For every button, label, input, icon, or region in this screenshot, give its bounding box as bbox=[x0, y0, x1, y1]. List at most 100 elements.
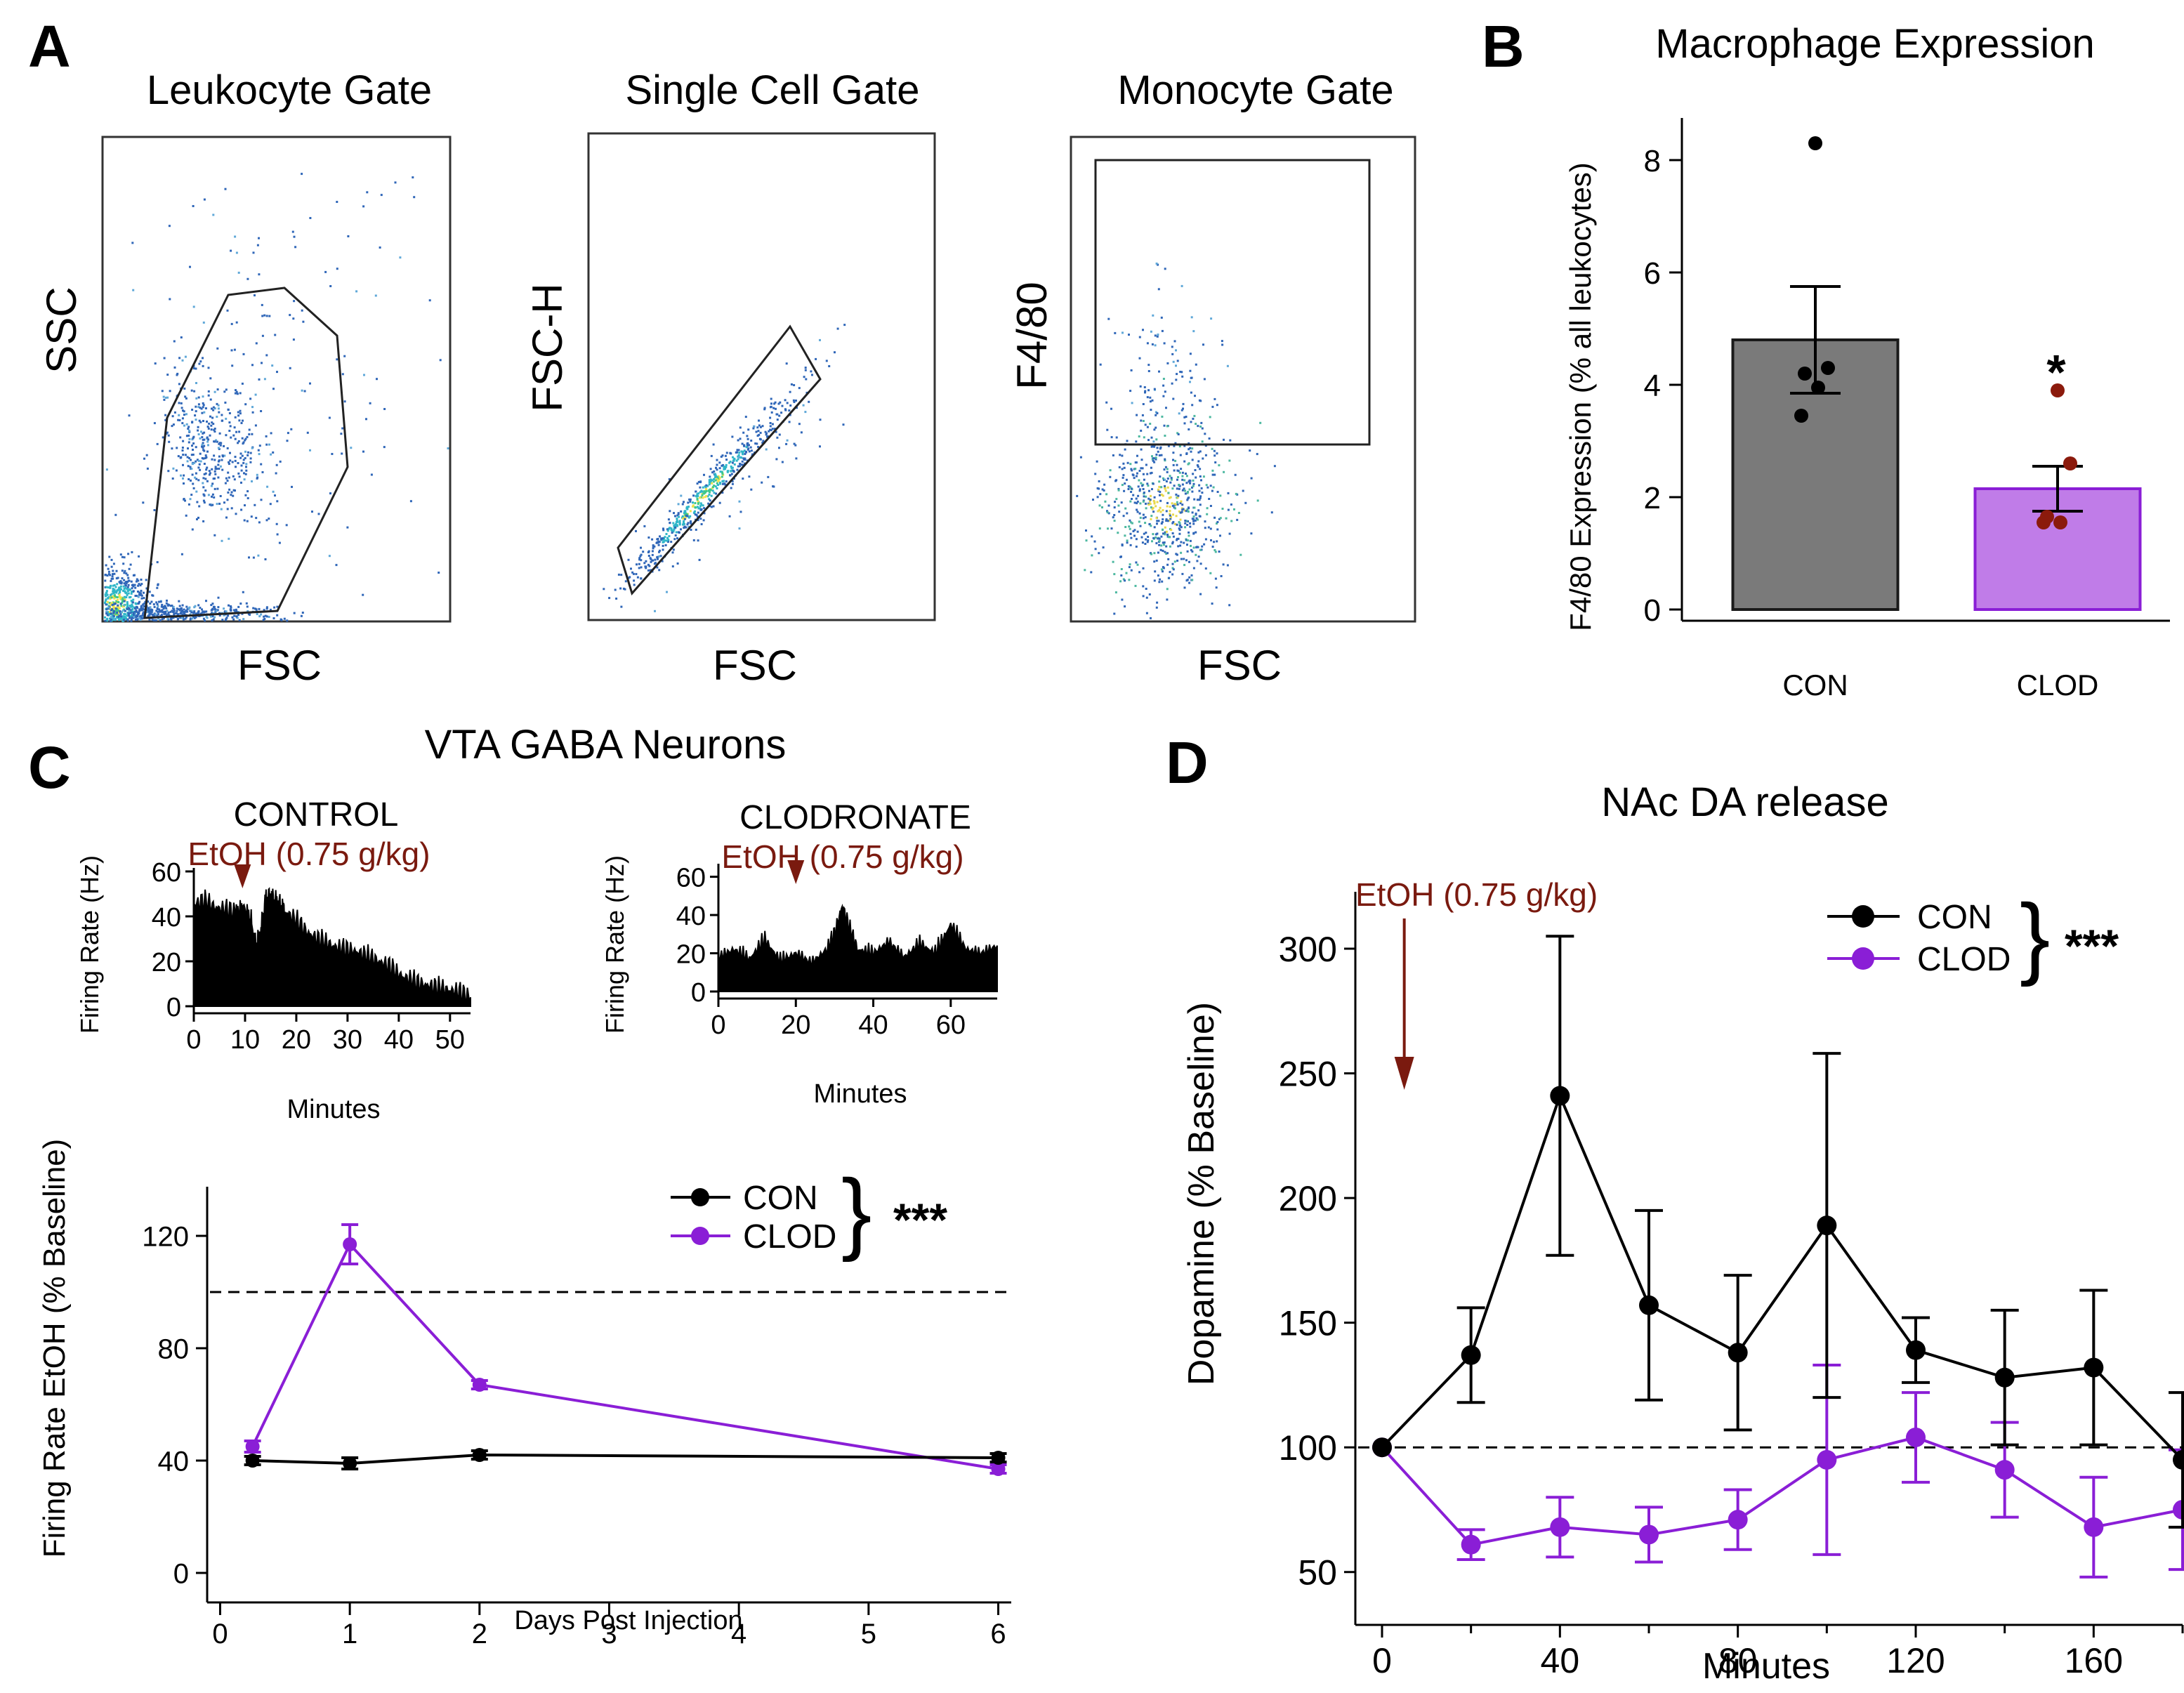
event-dot bbox=[195, 410, 197, 413]
event-dot bbox=[124, 610, 126, 612]
event-dot bbox=[640, 553, 643, 556]
event-dot bbox=[1166, 598, 1169, 601]
event-dot bbox=[190, 611, 193, 614]
event-dot bbox=[1179, 524, 1182, 527]
event-dot bbox=[1171, 541, 1174, 544]
event-dot bbox=[1199, 400, 1202, 402]
event-dot bbox=[143, 457, 145, 460]
event-dot bbox=[207, 444, 209, 447]
legend-clod-label: CLOD bbox=[743, 1218, 836, 1256]
event-dot bbox=[1131, 402, 1133, 404]
event-dot bbox=[1222, 563, 1225, 566]
event-dot bbox=[161, 603, 164, 606]
event-dot bbox=[1123, 489, 1126, 492]
event-dot bbox=[202, 321, 205, 324]
event-dot bbox=[653, 562, 656, 565]
event-dot bbox=[1109, 469, 1112, 472]
event-dot bbox=[1147, 485, 1150, 487]
event-dot bbox=[186, 460, 189, 463]
event-dot bbox=[662, 527, 664, 530]
event-dot bbox=[213, 477, 216, 480]
event-dot bbox=[1163, 468, 1166, 471]
event-dot bbox=[209, 377, 212, 380]
event-dot bbox=[1124, 534, 1126, 537]
event-dot bbox=[1197, 425, 1199, 428]
single-cell-gate-title: Single Cell Gate bbox=[625, 67, 919, 113]
event-dot bbox=[228, 488, 231, 491]
event-dot bbox=[1149, 503, 1152, 505]
event-dot bbox=[145, 454, 148, 456]
event-dot bbox=[746, 443, 749, 446]
event-dot bbox=[260, 463, 263, 466]
event-dot bbox=[1161, 329, 1164, 332]
event-dot bbox=[276, 533, 279, 536]
event-dot bbox=[759, 426, 762, 428]
event-dot bbox=[154, 619, 157, 621]
event-dot bbox=[689, 521, 692, 523]
event-dot bbox=[124, 595, 126, 598]
event-dot bbox=[707, 502, 710, 505]
event-dot bbox=[225, 477, 228, 480]
event-dot bbox=[227, 408, 230, 411]
event-dot bbox=[158, 608, 161, 611]
event-dot bbox=[653, 545, 656, 548]
event-dot bbox=[683, 518, 686, 520]
event-dot bbox=[1192, 330, 1195, 333]
series-line-clod bbox=[251, 1241, 999, 1470]
event-dot bbox=[189, 466, 192, 468]
event-dot bbox=[317, 513, 320, 515]
event-dot bbox=[438, 572, 440, 574]
event-dot bbox=[1158, 509, 1161, 512]
event-dot bbox=[243, 478, 246, 481]
event-dot bbox=[189, 265, 191, 268]
event-dot bbox=[711, 479, 713, 482]
event-dot bbox=[132, 614, 135, 617]
event-dot bbox=[1159, 578, 1162, 581]
panel-b-letter: B bbox=[1482, 13, 1525, 79]
event-dot bbox=[214, 473, 217, 475]
event-dot bbox=[370, 473, 373, 476]
event-dot bbox=[1244, 501, 1247, 504]
event-dot bbox=[113, 597, 116, 600]
event-dot bbox=[190, 479, 192, 482]
event-dot bbox=[1155, 606, 1158, 609]
event-dot bbox=[268, 518, 270, 520]
event-dot bbox=[145, 579, 147, 581]
event-dot bbox=[796, 407, 798, 409]
event-dot bbox=[657, 558, 659, 560]
panel-d: D NAc DA release EtOH (0.75 g/kg) Dopami… bbox=[1166, 730, 2184, 1687]
event-dot bbox=[199, 360, 202, 363]
event-dot bbox=[143, 605, 145, 607]
event-dot bbox=[1103, 489, 1105, 492]
event-dot bbox=[1142, 500, 1145, 503]
event-dot bbox=[151, 619, 154, 621]
event-dot bbox=[1124, 579, 1126, 582]
event-dot bbox=[1106, 510, 1108, 513]
event-dot bbox=[166, 396, 169, 399]
event-dot bbox=[261, 334, 264, 337]
event-dot bbox=[654, 610, 656, 612]
legend-con-label: CON bbox=[1917, 899, 1992, 936]
event-dot bbox=[756, 426, 759, 429]
event-dot bbox=[1164, 531, 1166, 534]
event-dot bbox=[1159, 475, 1162, 478]
event-dot bbox=[708, 479, 711, 482]
event-dot bbox=[709, 491, 711, 494]
event-dot bbox=[262, 619, 265, 621]
event-dot bbox=[118, 581, 121, 584]
event-dot bbox=[1162, 518, 1164, 521]
event-dot bbox=[1199, 495, 1202, 498]
event-dot bbox=[108, 602, 111, 605]
event-dot bbox=[142, 501, 145, 504]
event-dot bbox=[113, 584, 116, 586]
leukocyte-plot-frame bbox=[101, 136, 452, 623]
event-dot bbox=[133, 607, 136, 610]
event-dot bbox=[341, 427, 344, 430]
event-dot bbox=[1180, 507, 1183, 510]
event-dot bbox=[196, 501, 199, 503]
event-dot bbox=[683, 527, 685, 529]
event-dot bbox=[640, 577, 643, 580]
event-dot bbox=[757, 430, 760, 433]
event-dot bbox=[789, 404, 792, 407]
data-point bbox=[1811, 381, 1825, 395]
